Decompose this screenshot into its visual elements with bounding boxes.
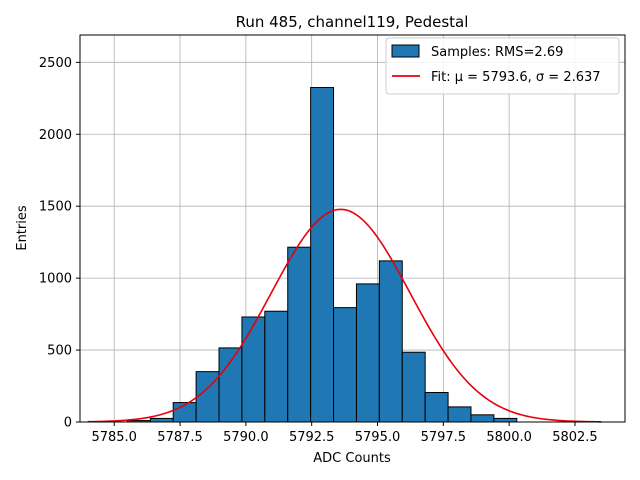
y-tick-label: 0 [64, 416, 72, 431]
histogram-bars [126, 87, 518, 423]
y-tick-label: 500 [47, 344, 72, 359]
chart-title: Run 485, channel119, Pedestal [236, 13, 469, 31]
fit-curve [87, 208, 602, 423]
x-tick-label: 5790.0 [223, 430, 269, 445]
histogram-bar [355, 283, 380, 423]
histogram-bar [378, 260, 403, 423]
legend-label-fit: Fit: μ = 5793.6, σ = 2.637 [431, 70, 601, 85]
histogram-bar [333, 307, 357, 423]
x-tick-label: 5785.0 [91, 430, 137, 445]
histogram-bar [493, 417, 518, 423]
histogram-bar [149, 417, 174, 423]
histogram-bar [287, 246, 312, 423]
histogram-bar [264, 310, 289, 423]
histogram-bar [401, 351, 426, 423]
histogram-bar [241, 316, 266, 423]
histogram-bar [470, 414, 495, 423]
y-tick-label: 2500 [39, 56, 72, 71]
x-tick-label: 5792.5 [289, 430, 335, 445]
x-tick-label: 5802.5 [552, 430, 598, 445]
histogram-bar [218, 347, 243, 423]
y-tick-label: 1000 [39, 272, 72, 287]
plot-frame [79, 34, 626, 423]
x-axis-ticks: 5785.0 5787.5 5790.0 5792.5 5795.0 5797.5 5800… [91, 422, 598, 445]
histogram-bar [424, 392, 449, 423]
histogram-bar [310, 87, 335, 423]
y-tick-label: 1500 [39, 200, 72, 215]
legend-swatch-samples [391, 44, 420, 58]
y-axis-label: Entries [15, 205, 30, 251]
histogram-bar [447, 406, 472, 423]
x-axis-label: ADC Counts [313, 451, 391, 466]
y-axis-ticks: 0 500 1000 1500 2000 2500 [39, 56, 80, 431]
x-tick-label: 5800.0 [486, 430, 532, 445]
legend-box [385, 37, 620, 95]
x-tick-label: 5795.0 [355, 430, 401, 445]
legend-label-samples: Samples: RMS=2.69 [431, 45, 563, 60]
x-tick-label: 5787.5 [157, 430, 203, 445]
x-tick-label: 5797.5 [421, 430, 467, 445]
legend: Samples: RMS=2.69 Fit: μ = 5793.6, σ = 2… [385, 37, 620, 95]
y-tick-label: 2000 [39, 128, 72, 143]
